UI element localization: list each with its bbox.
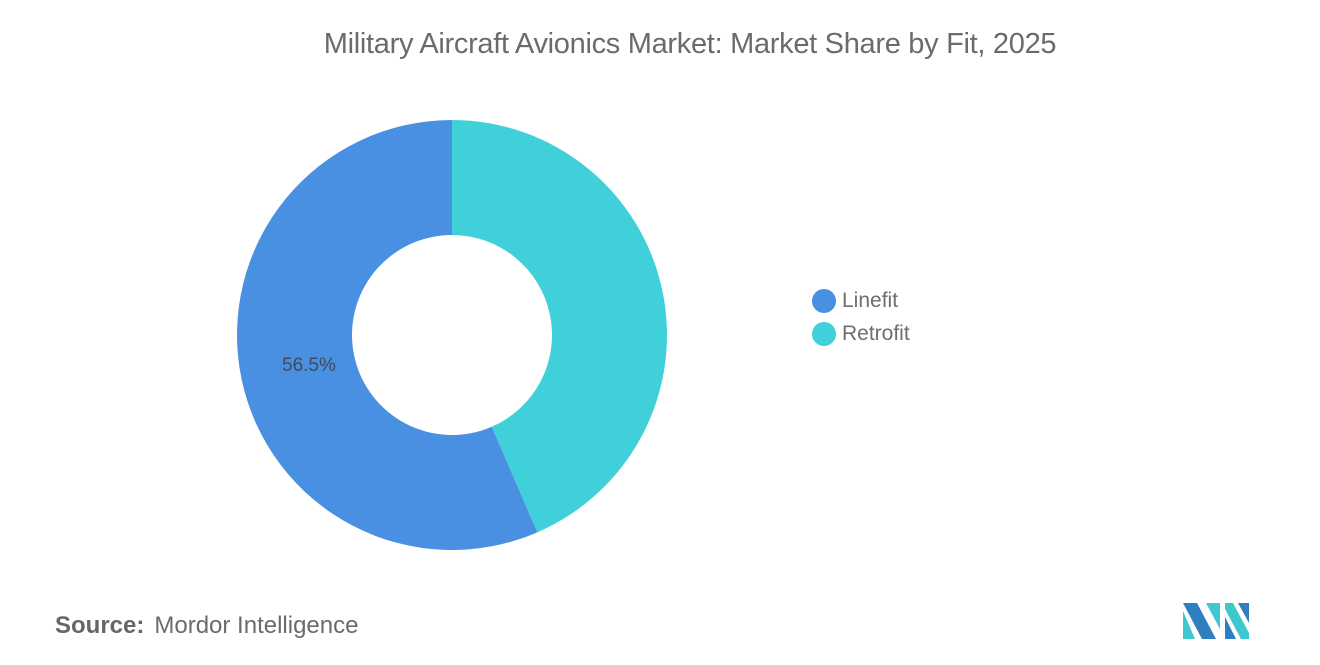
source-value: Mordor Intelligence [154,612,359,639]
slice-label-linefit: 56.5% [282,355,336,376]
legend: Linefit Retrofit [812,284,910,350]
mordor-intelligence-logo-icon [1183,603,1249,639]
legend-item-retrofit[interactable]: Retrofit [812,317,910,350]
legend-item-linefit[interactable]: Linefit [812,284,910,317]
donut-slices [237,120,667,550]
donut-slice-linefit[interactable] [237,120,538,550]
legend-swatch-retrofit-icon [812,321,836,346]
legend-label: Linefit [842,288,899,312]
source-note: Source: Mordor Intelligence [55,612,358,640]
donut-slice-retrofit[interactable] [452,120,667,533]
legend-swatch-linefit-icon [812,288,836,313]
chart-title: Military Aircraft Avionics Market: Marke… [323,28,1057,60]
legend-label: Retrofit [842,321,910,345]
source-key: Source: [55,612,145,639]
